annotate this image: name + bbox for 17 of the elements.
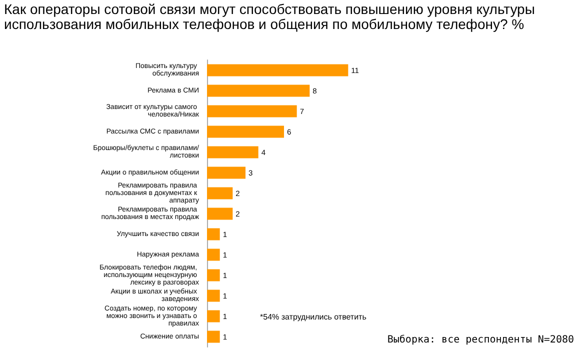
bar <box>207 126 284 138</box>
annotation: *54% затруднились ответить <box>260 312 366 322</box>
bar <box>207 290 220 302</box>
bar <box>207 248 220 261</box>
bar <box>207 64 348 76</box>
bar <box>207 105 297 118</box>
bar <box>207 187 233 200</box>
text: Выборка: все респонденты N=2080 <box>387 334 574 346</box>
bar <box>207 330 220 343</box>
chart-title: Как операторы сотовой связи могут способствовать повышению уровня культуры использования мобильных телефонов и общения по мобильному телефону? % <box>4 1 536 32</box>
bar <box>207 208 233 220</box>
bar <box>207 228 220 240</box>
bar <box>207 84 310 97</box>
bar <box>207 146 258 158</box>
bar <box>207 269 220 282</box>
bar <box>207 166 246 179</box>
bar <box>207 310 220 322</box>
